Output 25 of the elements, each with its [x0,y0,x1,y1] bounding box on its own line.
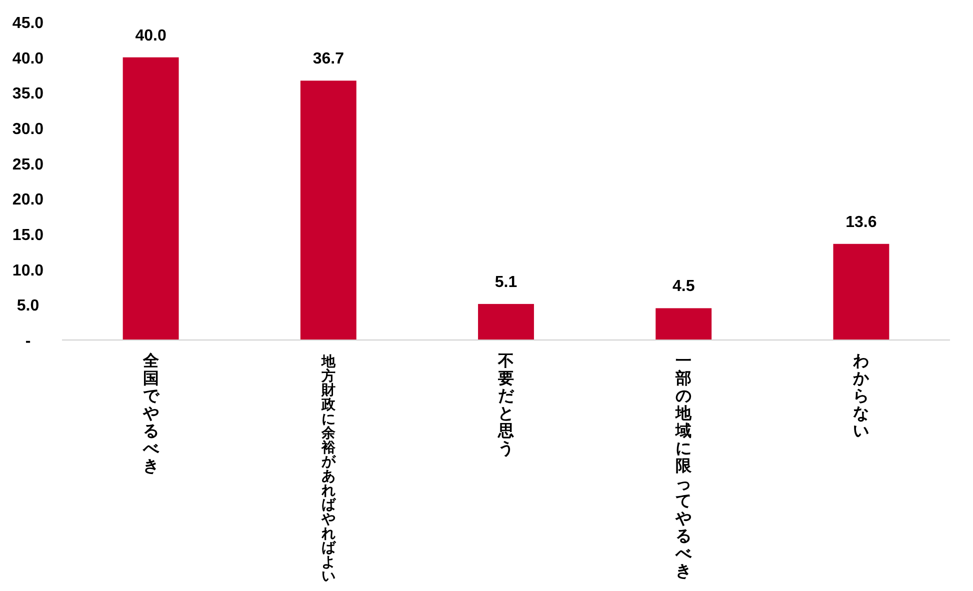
y-tick-label: 15.0 [12,227,44,244]
bar [478,304,534,340]
y-tick-label: 25.0 [12,156,44,174]
bar [122,57,179,340]
category-label: 地方財政に余裕があればやればよい [321,353,336,584]
y-tick-label: 35.0 [12,86,44,103]
y-tick-label: 40.0 [12,50,44,68]
x-tick-label: 不要だと思う [497,353,515,458]
y-tick-label: 45.0 [12,15,44,32]
y-tick-label: 10.0 [12,262,44,280]
data-label: 40.0 [135,27,166,44]
data-label: 36.7 [312,50,344,68]
data-label: 5.1 [494,274,518,291]
y-tick-label: 30.0 [12,121,44,138]
bar [656,308,712,340]
y-tick-label: 5.0 [16,298,40,315]
bar [833,244,890,340]
y-tick-label: 20.0 [12,192,44,209]
data-label: 4.5 [672,278,695,296]
y-tick-label: - [25,333,31,350]
category-label: 一部の地域に限ってやるべき [676,353,692,580]
data-label: 13.6 [846,214,877,231]
x-tick-label: 全国でやるべき [142,352,160,475]
x-tick-label: わからない [852,353,870,440]
bar [300,80,356,340]
